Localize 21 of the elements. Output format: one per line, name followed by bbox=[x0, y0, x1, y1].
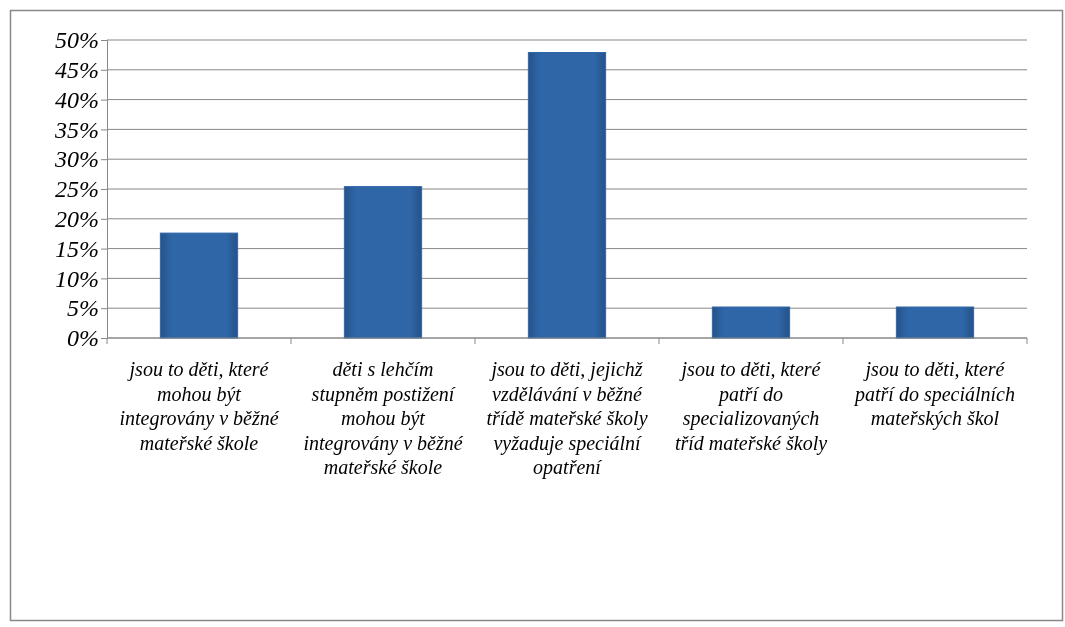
y-tick-label: 15% bbox=[55, 235, 99, 262]
y-tick-label: 30% bbox=[54, 146, 99, 173]
bar bbox=[711, 306, 791, 339]
x-tick-label: jsou to děti, které mohou být integrovány v běžné mateřské škole bbox=[119, 358, 280, 454]
y-tick-label: 0% bbox=[67, 325, 99, 352]
y-tick-label: 45% bbox=[55, 56, 99, 83]
x-tick-label: jsou to děti, které patří do speciálních mateřských škol bbox=[853, 358, 1015, 430]
bar bbox=[343, 186, 423, 339]
bar bbox=[159, 232, 239, 339]
bar bbox=[527, 52, 607, 339]
y-tick-label: 20% bbox=[55, 205, 99, 232]
y-tick-label: 40% bbox=[55, 86, 99, 113]
y-tick-label: 35% bbox=[54, 116, 99, 143]
y-tick-label: 10% bbox=[55, 265, 99, 292]
x-tick-label: jsou to děti, jejichž vzdělávání v běžné třídě mateřské školy vyžaduje speciální opatření bbox=[486, 358, 648, 479]
y-tick-label: 50% bbox=[55, 27, 99, 54]
bar bbox=[895, 306, 975, 339]
y-tick-label: 5% bbox=[67, 295, 99, 322]
x-tick-label: jsou to děti, které patří do specializovaných tříd mateřské školy bbox=[674, 358, 828, 455]
x-tick-label: děti s lehčím stupněm postižení mohou být integrovány v běžné mateřské škole bbox=[303, 358, 464, 478]
y-tick-label: 25% bbox=[55, 176, 99, 203]
